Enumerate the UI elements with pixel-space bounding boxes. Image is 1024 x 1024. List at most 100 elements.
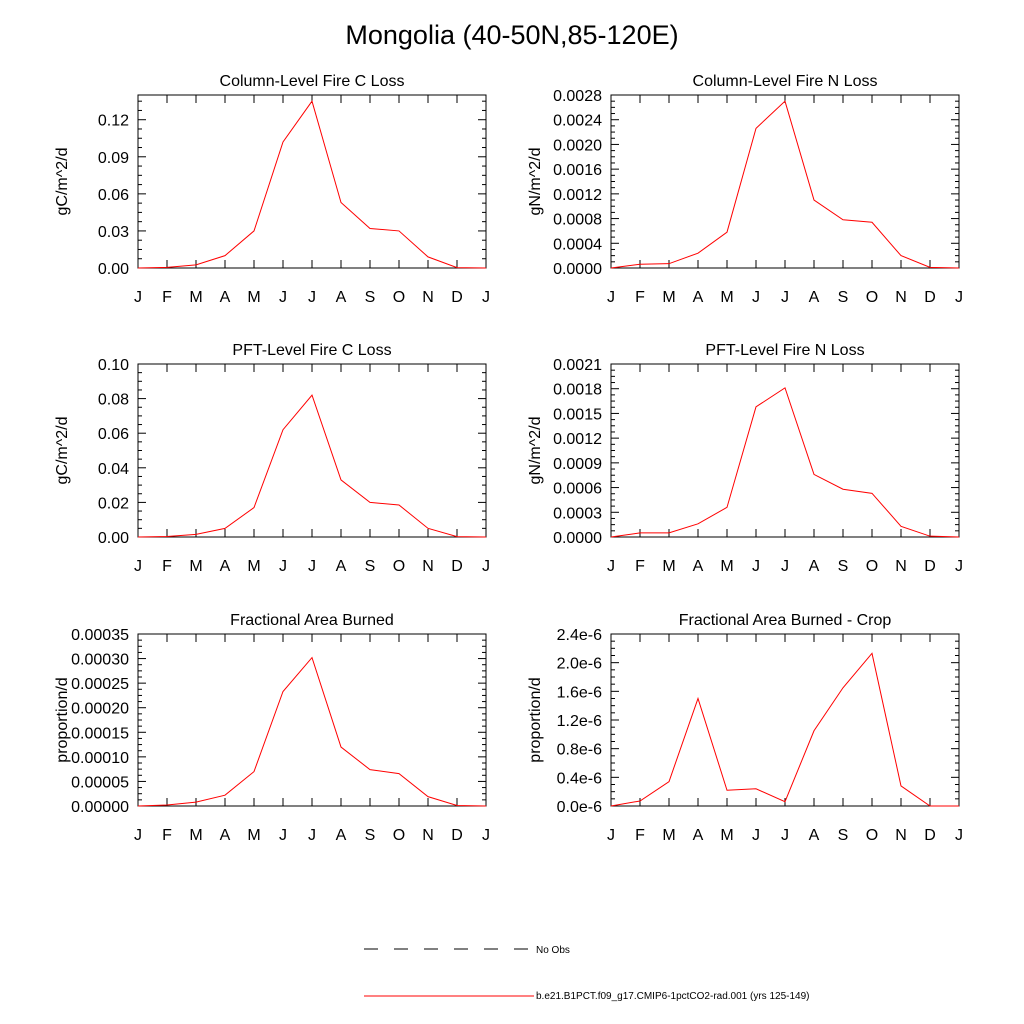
x-tick-label: J bbox=[308, 558, 316, 575]
x-tick-label: J bbox=[134, 289, 142, 306]
y-tick-label: 0.00005 bbox=[71, 774, 129, 791]
y-tick-label: 0.00025 bbox=[71, 676, 129, 693]
y-tick-label: 0.0000 bbox=[553, 530, 602, 547]
x-tick-label: M bbox=[247, 289, 260, 306]
plot-frame bbox=[610, 633, 960, 807]
x-tick-label: J bbox=[752, 827, 760, 844]
x-tick-label: M bbox=[720, 289, 733, 306]
x-tick-label: J bbox=[781, 289, 789, 306]
x-tick-label: O bbox=[393, 289, 405, 306]
x-tick-label: M bbox=[662, 289, 675, 306]
x-tick-label: M bbox=[720, 827, 733, 844]
x-tick-label: J bbox=[279, 827, 287, 844]
x-tick-label: A bbox=[809, 827, 820, 844]
y-axis-label: gC/m^2/d bbox=[54, 148, 71, 216]
x-tick-label: A bbox=[336, 558, 347, 575]
y-tick-label: 0.8e-6 bbox=[557, 742, 602, 759]
x-tick-label: J bbox=[955, 827, 963, 844]
y-tick-label: 0.0015 bbox=[553, 406, 602, 423]
x-tick-label: A bbox=[809, 289, 820, 306]
x-tick-label: N bbox=[422, 558, 434, 575]
y-tick-label: 0.00 bbox=[98, 530, 129, 547]
panel-6: Fractional Area Burned - Crop proportion/… bbox=[527, 612, 963, 844]
panel-title: Column-Level Fire N Loss bbox=[693, 73, 878, 90]
x-tick-label: N bbox=[895, 289, 907, 306]
x-tick-label: A bbox=[693, 558, 704, 575]
y-tick-label: 0.09 bbox=[98, 150, 129, 167]
y-axis-label: gN/m^2/d bbox=[527, 417, 544, 485]
y-tick-label: 0.0020 bbox=[553, 137, 602, 154]
x-tick-label: D bbox=[451, 289, 463, 306]
x-tick-label: S bbox=[365, 289, 376, 306]
plot-frame bbox=[137, 363, 487, 538]
x-tick-label: F bbox=[635, 558, 645, 575]
panel-title: Fractional Area Burned bbox=[230, 612, 394, 629]
x-tick-label: D bbox=[451, 827, 463, 844]
x-tick-label: A bbox=[693, 827, 704, 844]
y-tick-label: 0.00020 bbox=[71, 701, 129, 718]
x-tick-label: J bbox=[607, 827, 615, 844]
x-tick-label: M bbox=[189, 289, 202, 306]
x-tick-label: M bbox=[662, 558, 675, 575]
x-tick-label: A bbox=[220, 558, 231, 575]
x-tick-label: J bbox=[279, 558, 287, 575]
panel-title: Fractional Area Burned - Crop bbox=[679, 612, 892, 629]
y-axis-label: gC/m^2/d bbox=[54, 417, 71, 485]
x-tick-label: J bbox=[607, 289, 615, 306]
x-tick-label: J bbox=[955, 558, 963, 575]
y-tick-label: 0.00015 bbox=[71, 725, 129, 742]
x-tick-label: S bbox=[365, 558, 376, 575]
y-tick-label: 0.0004 bbox=[553, 236, 602, 253]
y-tick-label: 0.0e-6 bbox=[557, 799, 602, 816]
x-tick-label: M bbox=[247, 827, 260, 844]
x-tick-label: S bbox=[838, 827, 849, 844]
x-tick-label: A bbox=[220, 289, 231, 306]
y-tick-label: 0.10 bbox=[98, 357, 129, 374]
y-tick-label: 0.00 bbox=[98, 261, 129, 278]
y-axis-label: proportion/d bbox=[54, 677, 71, 762]
x-tick-label: J bbox=[482, 558, 490, 575]
x-tick-label: J bbox=[607, 558, 615, 575]
x-tick-label: O bbox=[393, 827, 405, 844]
plot-frame bbox=[137, 94, 487, 269]
y-tick-label: 1.6e-6 bbox=[557, 684, 602, 701]
y-tick-label: 0.08 bbox=[98, 392, 129, 409]
series-line bbox=[610, 652, 959, 807]
series-line bbox=[137, 394, 487, 538]
x-tick-label: N bbox=[422, 289, 434, 306]
x-tick-label: S bbox=[838, 558, 849, 575]
x-tick-label: J bbox=[752, 558, 760, 575]
y-tick-label: 0.00000 bbox=[71, 799, 129, 816]
y-axis-label: gN/m^2/d bbox=[527, 148, 544, 216]
x-tick-label: A bbox=[336, 289, 347, 306]
y-tick-label: 0.03 bbox=[98, 224, 129, 241]
x-tick-label: A bbox=[809, 558, 820, 575]
y-tick-label: 0.06 bbox=[98, 187, 129, 204]
x-tick-label: O bbox=[866, 827, 878, 844]
plot-frame bbox=[137, 633, 487, 807]
x-tick-label: N bbox=[895, 827, 907, 844]
x-tick-label: D bbox=[924, 558, 936, 575]
x-tick-label: A bbox=[336, 827, 347, 844]
x-tick-label: M bbox=[189, 827, 202, 844]
x-tick-label: J bbox=[308, 827, 316, 844]
plot-frame bbox=[610, 363, 960, 538]
x-tick-label: M bbox=[189, 558, 202, 575]
y-tick-label: 1.2e-6 bbox=[557, 713, 602, 730]
series-line bbox=[610, 100, 960, 269]
x-tick-label: A bbox=[220, 827, 231, 844]
y-tick-label: 0.0016 bbox=[553, 162, 602, 179]
y-tick-label: 0.02 bbox=[98, 495, 129, 512]
x-tick-label: D bbox=[924, 827, 936, 844]
y-tick-label: 0.12 bbox=[98, 113, 129, 130]
y-tick-label: 0.0024 bbox=[553, 113, 602, 130]
y-tick-label: 0.00010 bbox=[71, 750, 129, 767]
panel-title: PFT-Level Fire C Loss bbox=[232, 342, 391, 359]
x-tick-label: N bbox=[895, 558, 907, 575]
